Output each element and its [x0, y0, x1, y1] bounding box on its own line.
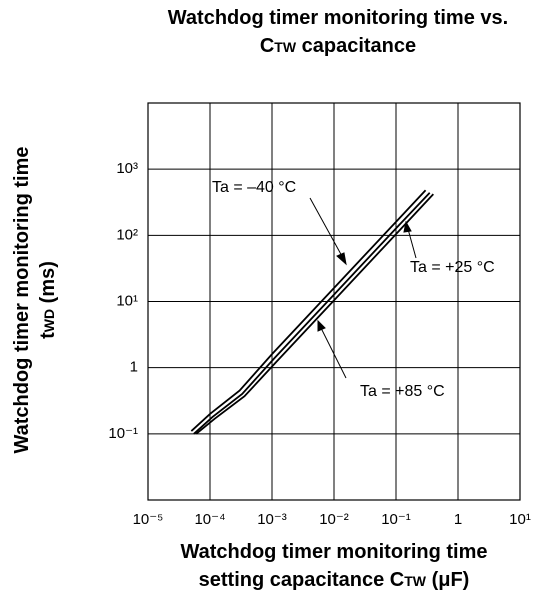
- series-line: [193, 192, 431, 435]
- series-label: Ta = +85 °C: [360, 383, 445, 400]
- y-label-part: t: [37, 332, 59, 339]
- x-tick-label: 10⁻⁴: [194, 511, 225, 528]
- x-tick-label: 10⁻⁵: [133, 511, 164, 528]
- y-tick-label: 10⁻¹: [108, 425, 138, 442]
- x-label-subscript: TW: [404, 573, 427, 589]
- title-subscript: TW: [274, 39, 297, 55]
- x-label: Watchdog timer monitoring time: [180, 541, 487, 563]
- y-label-subscript: WD: [41, 309, 57, 332]
- y-tick-label: 10¹: [116, 292, 138, 309]
- arrow: [407, 228, 417, 259]
- x-label-part: setting capacitance C: [199, 569, 405, 591]
- series-label: Ta = –40 °C: [212, 179, 296, 196]
- series-label: Ta = +25 °C: [410, 259, 495, 276]
- arrow: [309, 197, 344, 259]
- title-part: C: [260, 35, 274, 57]
- x-label-part: (μF): [426, 569, 469, 591]
- x-tick-label: 10⁻²: [319, 511, 349, 528]
- series-line: [195, 193, 434, 435]
- y-label-line: Watchdog timer monitoring time: [11, 146, 33, 453]
- x-tick-label: 10¹: [509, 511, 531, 528]
- series-line: [190, 189, 427, 432]
- x-label: setting capacitance CTW (μF): [199, 569, 470, 591]
- y-tick-label: 10³: [116, 160, 138, 177]
- title-part: capacitance: [296, 35, 416, 57]
- x-tick-label: 1: [454, 511, 462, 528]
- x-tick-label: 10⁻³: [257, 511, 287, 528]
- y-tick-label: 1: [130, 359, 138, 376]
- y-tick-label: 10²: [116, 226, 138, 243]
- arrow-head: [336, 252, 347, 266]
- arrow-head: [317, 319, 326, 332]
- chart-title: Watchdog timer monitoring time vs.: [168, 7, 508, 29]
- y-label-part: (ms): [37, 261, 59, 309]
- chart-title: CTW capacitance: [260, 35, 416, 57]
- y-label: Watchdog timer monitoring time tWD (ms): [11, 146, 59, 453]
- x-tick-label: 10⁻¹: [381, 511, 411, 528]
- y-label-line: tWD (ms): [37, 261, 59, 339]
